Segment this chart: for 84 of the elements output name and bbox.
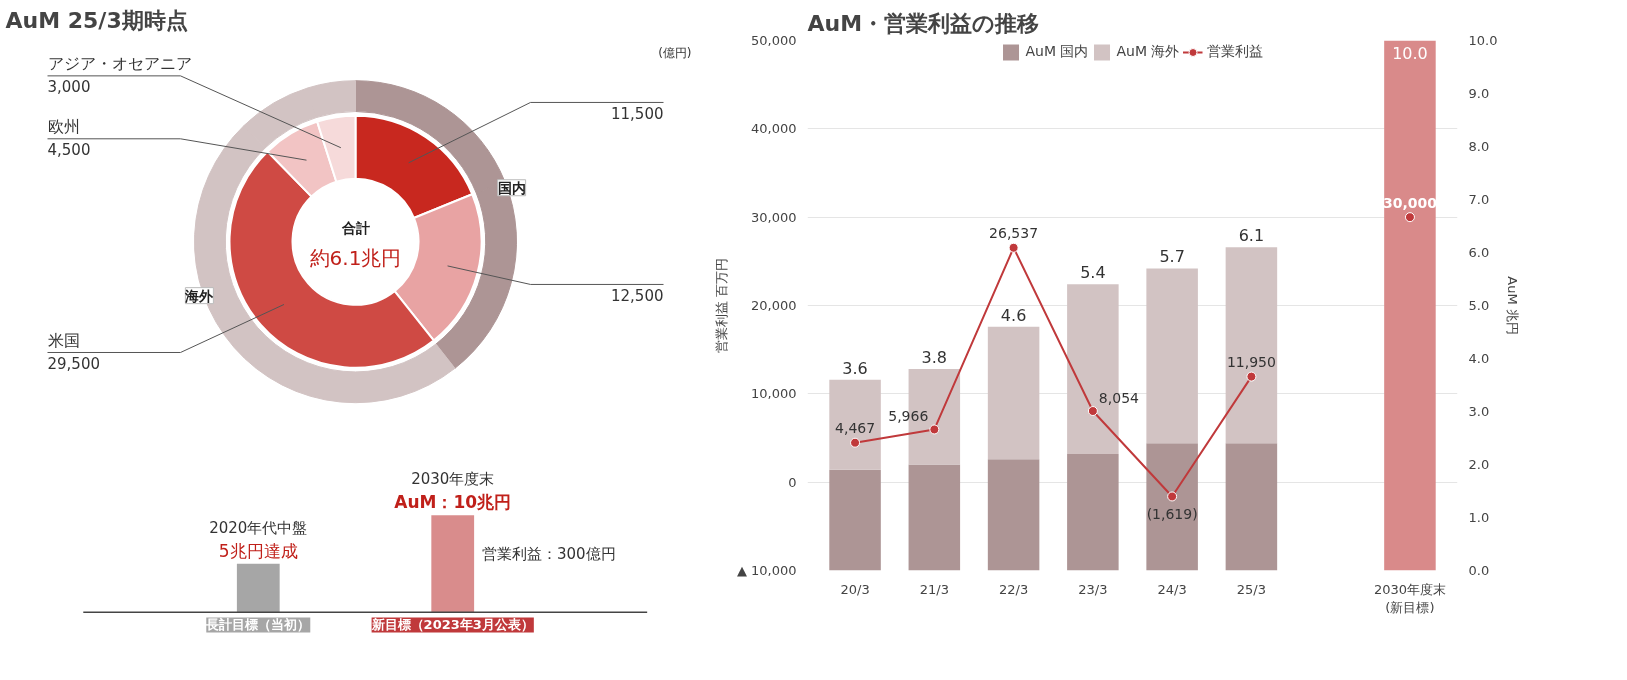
total-label: 5.7 bbox=[1159, 247, 1185, 267]
bar bbox=[829, 469, 881, 571]
y-tick-label: 10,000 bbox=[751, 386, 797, 402]
slice-label: 米国 bbox=[47, 330, 80, 350]
data-label: 26,537 bbox=[989, 224, 1039, 241]
bar bbox=[829, 379, 881, 470]
data-label: 30,000 bbox=[1382, 195, 1438, 212]
legend-label: AuM 海外 bbox=[1116, 43, 1180, 61]
bar bbox=[1225, 443, 1278, 571]
point bbox=[1008, 242, 1019, 253]
y2-tick-label: 6.0 bbox=[1468, 245, 1490, 260]
y2-axis-title: AuM 兆円 bbox=[1505, 276, 1521, 335]
bar bbox=[908, 464, 961, 571]
annotation: 2020年代中盤 bbox=[209, 518, 308, 537]
x-tick-label: 24/3 bbox=[1157, 581, 1187, 597]
bar bbox=[1146, 443, 1198, 571]
bar bbox=[1146, 268, 1198, 444]
y-tick-label: 50,000 bbox=[751, 33, 797, 48]
text: 2030年度末 bbox=[411, 470, 495, 489]
data-label: 3,000 bbox=[47, 78, 91, 97]
data-label: 11,950 bbox=[1226, 353, 1276, 370]
data-label: 4,500 bbox=[47, 141, 91, 159]
y-axis-title: 営業利益 百万円 bbox=[713, 257, 729, 354]
bar bbox=[1067, 453, 1119, 571]
data-label: 4,467 bbox=[835, 419, 876, 436]
point bbox=[1246, 371, 1257, 382]
total-label: 3.6 bbox=[842, 358, 868, 378]
total-label: 10.0 bbox=[1392, 43, 1428, 63]
text: 海外 bbox=[184, 287, 215, 304]
data-label: AuM：10兆円 bbox=[394, 492, 512, 513]
y2-tick-label: 4.0 bbox=[1468, 351, 1490, 366]
text: 合計 bbox=[340, 219, 370, 236]
y-tick-label: 40,000 bbox=[751, 121, 797, 137]
y-tick-label: 30,000 bbox=[751, 209, 797, 225]
x-tick-label: 長計目標（当初） bbox=[205, 617, 311, 633]
y2-tick-label: 3.0 bbox=[1468, 404, 1490, 419]
bar bbox=[1384, 40, 1436, 571]
data-label: 11,500 bbox=[611, 104, 664, 123]
total-label: 5.4 bbox=[1080, 263, 1106, 283]
x-tick-label: 21/3 bbox=[919, 581, 949, 597]
x-tick-label: 20/3 bbox=[840, 581, 870, 597]
x-tick-label: 2030年度末 (新目標) bbox=[1373, 581, 1446, 615]
point bbox=[929, 424, 940, 435]
x-tick-label: 22/3 bbox=[999, 581, 1029, 597]
text: (億円) bbox=[658, 45, 692, 60]
bar bbox=[987, 326, 1040, 460]
legend-label: AuM 国内 bbox=[1025, 43, 1089, 61]
y2-tick-label: 1.0 bbox=[1468, 510, 1490, 525]
slice-label: 欧州 bbox=[47, 117, 80, 136]
y2-tick-label: 7.0 bbox=[1468, 192, 1490, 207]
data-label: 5兆円達成 bbox=[218, 540, 298, 561]
data-label: 12,500 bbox=[611, 286, 664, 305]
data-label: 5,966 bbox=[888, 408, 929, 425]
point bbox=[1167, 491, 1178, 502]
y2-tick-label: 5.0 bbox=[1468, 298, 1490, 313]
y2-tick-label: 10.0 bbox=[1468, 33, 1498, 48]
total-label: 4.6 bbox=[1000, 305, 1027, 325]
data-label: 29,500 bbox=[47, 354, 100, 373]
point bbox=[1087, 406, 1098, 417]
point bbox=[1404, 212, 1415, 223]
legend-label: 営業利益 bbox=[1207, 43, 1264, 61]
text: 約6.1兆円 bbox=[309, 246, 402, 271]
y-tick-label: 0 bbox=[788, 474, 797, 490]
total-label: 3.8 bbox=[921, 348, 948, 368]
bar bbox=[987, 459, 1040, 571]
text: 国内 bbox=[497, 179, 526, 196]
data-label: 8,054 bbox=[1098, 390, 1140, 407]
annotation: 営業利益：300億円 bbox=[481, 545, 616, 564]
x-tick-label: 23/3 bbox=[1078, 581, 1108, 597]
y-tick-label: 20,000 bbox=[751, 298, 797, 313]
y2-tick-label: 2.0 bbox=[1468, 457, 1490, 472]
y2-tick-label: 9.0 bbox=[1468, 86, 1490, 101]
data-label: (1,619) bbox=[1146, 506, 1198, 523]
bar bbox=[1225, 247, 1278, 444]
point bbox=[850, 437, 861, 448]
slice-label: アジア・オセアニア bbox=[47, 54, 192, 74]
total-label: 6.1 bbox=[1238, 226, 1265, 246]
y-tick-label: ▲ 10,000 bbox=[736, 563, 797, 578]
x-tick-label: 25/3 bbox=[1236, 581, 1267, 597]
y2-tick-label: 0.0 bbox=[1468, 563, 1490, 578]
chart-title: AuM・営業利益の推移 bbox=[807, 10, 1040, 36]
y2-tick-label: 8.0 bbox=[1468, 139, 1490, 154]
chart-title: AuM 25/3期時点 bbox=[5, 7, 188, 33]
x-tick-label: 新目標（2023年3月公表） bbox=[370, 617, 534, 633]
